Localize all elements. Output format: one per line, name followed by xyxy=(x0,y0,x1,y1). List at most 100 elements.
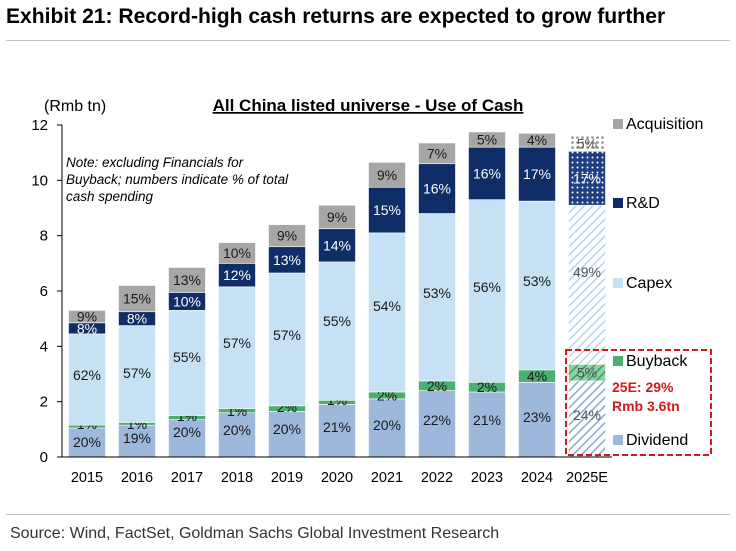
data-label-dividend-2016: 19% xyxy=(123,430,151,446)
bar-acquisition-2021 xyxy=(368,162,406,188)
bar-acquisition-2020 xyxy=(318,204,356,230)
bar-capex-2018 xyxy=(218,286,256,409)
bar-capex-2024 xyxy=(518,200,556,371)
data-label-capex-2024: 53% xyxy=(523,273,551,289)
bar-acquisition-2016 xyxy=(118,285,156,313)
data-label-capex-2025E: 49% xyxy=(573,264,601,280)
y-axis-label: (Rmb tn) xyxy=(44,98,106,115)
bar-acquisition-2023 xyxy=(468,131,506,148)
bar-capex-2021 xyxy=(368,232,406,393)
callout-box xyxy=(565,349,712,456)
bar-dividend-2025E xyxy=(568,380,606,458)
bar-rnd-2019 xyxy=(268,246,306,274)
legend-label-acquisition: Acquisition xyxy=(626,116,703,133)
x-tick-label: 2017 xyxy=(171,470,203,486)
x-tick-label: 2020 xyxy=(321,470,353,486)
data-label-capex-2023: 56% xyxy=(473,279,501,295)
x-tick-label: 2018 xyxy=(221,470,253,486)
y-tick-label: 2 xyxy=(40,394,48,411)
data-label-rnd-2018: 12% xyxy=(223,267,251,283)
data-label-acquisition-2016: 15% xyxy=(123,291,151,307)
chart-note: Note: excluding Financials for Buyback; n… xyxy=(66,155,289,204)
callout-line-1: 25E: 29% xyxy=(612,379,674,395)
data-label-buyback-2025E: 5% xyxy=(577,365,597,381)
data-label-acquisition-2015: 9% xyxy=(77,309,97,325)
y-tick-label: 12 xyxy=(31,117,48,134)
y-tick-label: 10 xyxy=(31,172,48,189)
y-tick-label: 8 xyxy=(40,228,48,245)
bar-rnd-2022 xyxy=(418,163,456,214)
x-tick-label: 2024 xyxy=(521,470,553,486)
forecast-callout: 25E: 29% Rmb 3.6tn xyxy=(565,349,712,456)
note-line: Note: excluding Financials for xyxy=(66,155,244,170)
x-tick-label: 2022 xyxy=(421,470,453,486)
source-note: Source: Wind, FactSet, Goldman Sachs Glo… xyxy=(10,525,500,542)
legend-swatch-buyback xyxy=(613,356,623,366)
bar-capex-2023 xyxy=(468,199,506,383)
note-line: cash spending xyxy=(66,189,154,204)
y-axis: 0 2 4 6 8 10 12 xyxy=(31,117,63,466)
bar-acquisition-2015 xyxy=(68,310,106,324)
bar-dividend-2019 xyxy=(268,411,306,458)
legend-label-dividend: Dividend xyxy=(626,432,688,449)
data-label-capex-2015: 62% xyxy=(73,367,101,383)
bar-rnd-2025E xyxy=(568,150,606,206)
data-label-capex-2016: 57% xyxy=(123,365,151,381)
legend-swatch-capex xyxy=(613,278,623,288)
data-label-buyback-2022: 2% xyxy=(427,378,447,394)
bar-dividend-2021 xyxy=(368,398,406,458)
data-label-rnd-2021: 15% xyxy=(373,202,401,218)
bar-rnd-2024 xyxy=(518,146,556,202)
x-tick-label: 2021 xyxy=(371,470,403,486)
data-label-acquisition-2019: 9% xyxy=(277,228,297,244)
data-label-rnd-2024: 17% xyxy=(523,166,551,182)
data-label-acquisition-2023: 5% xyxy=(477,132,497,148)
data-label-acquisition-2021: 9% xyxy=(377,167,397,183)
bar-rnd-2021 xyxy=(368,186,406,234)
data-label-rnd-2023: 16% xyxy=(473,165,501,181)
data-label-dividend-2022: 22% xyxy=(423,412,451,428)
legend-label-buyback: Buyback xyxy=(626,353,688,370)
data-label-rnd-2022: 16% xyxy=(423,181,451,197)
bar-rnd-2023 xyxy=(468,146,506,200)
legend-label-rnd: R&D xyxy=(626,195,660,212)
data-label-capex-2020: 55% xyxy=(323,313,351,329)
bar-acquisition-2018 xyxy=(218,242,256,264)
bar-dividend-2022 xyxy=(418,390,456,458)
data-label-rnd-2025E: 17% xyxy=(573,170,601,186)
bar-capex-2017 xyxy=(168,310,206,416)
callout-line-2: Rmb 3.6tn xyxy=(612,398,680,414)
data-label-rnd-2016: 8% xyxy=(127,311,147,327)
data-label-acquisition-2025E: 5% xyxy=(577,136,597,152)
data-label-dividend-2015: 20% xyxy=(73,434,101,450)
data-label-acquisition-2018: 10% xyxy=(223,245,251,261)
bar-acquisition-2022 xyxy=(418,142,456,165)
data-label-acquisition-2020: 9% xyxy=(327,209,347,225)
data-label-dividend-2023: 21% xyxy=(473,412,501,428)
legend-swatch-dividend xyxy=(613,435,623,445)
bar-acquisition-2019 xyxy=(268,224,306,248)
legend-label-capex: Capex xyxy=(626,275,672,292)
y-tick-label: 4 xyxy=(40,338,48,355)
x-tick-label: 2025E xyxy=(566,470,608,486)
bar-capex-2016 xyxy=(118,325,156,423)
data-label-rnd-2019: 13% xyxy=(273,252,301,268)
data-label-dividend-2018: 20% xyxy=(223,422,251,438)
data-label-buyback-2023: 2% xyxy=(477,379,497,395)
data-label-buyback-2024: 4% xyxy=(527,368,547,384)
data-label-acquisition-2022: 7% xyxy=(427,145,447,161)
stacked-bar-chart: All China listed universe - Use of Cash … xyxy=(31,96,712,486)
data-label-capex-2017: 55% xyxy=(173,349,201,365)
data-label-acquisition-2024: 4% xyxy=(527,132,547,148)
x-tick-label: 2015 xyxy=(71,470,103,486)
legend: Dividend Buyback Capex R&D Acquisition xyxy=(613,116,703,449)
data-label-dividend-2024: 23% xyxy=(523,409,551,425)
data-label-acquisition-2017: 13% xyxy=(173,272,201,288)
chart-title: All China listed universe - Use of Cash xyxy=(213,96,524,115)
x-axis: 2015 2016 2017 2018 2019 2020 2021 2022 2023 2024… xyxy=(62,456,612,486)
bar-acquisition-2025E xyxy=(568,135,606,152)
title-divider xyxy=(6,40,730,41)
bar-dividend-2020 xyxy=(318,404,356,458)
data-label-capex-2019: 57% xyxy=(273,327,301,343)
data-label-rnd-2020: 14% xyxy=(323,237,351,253)
